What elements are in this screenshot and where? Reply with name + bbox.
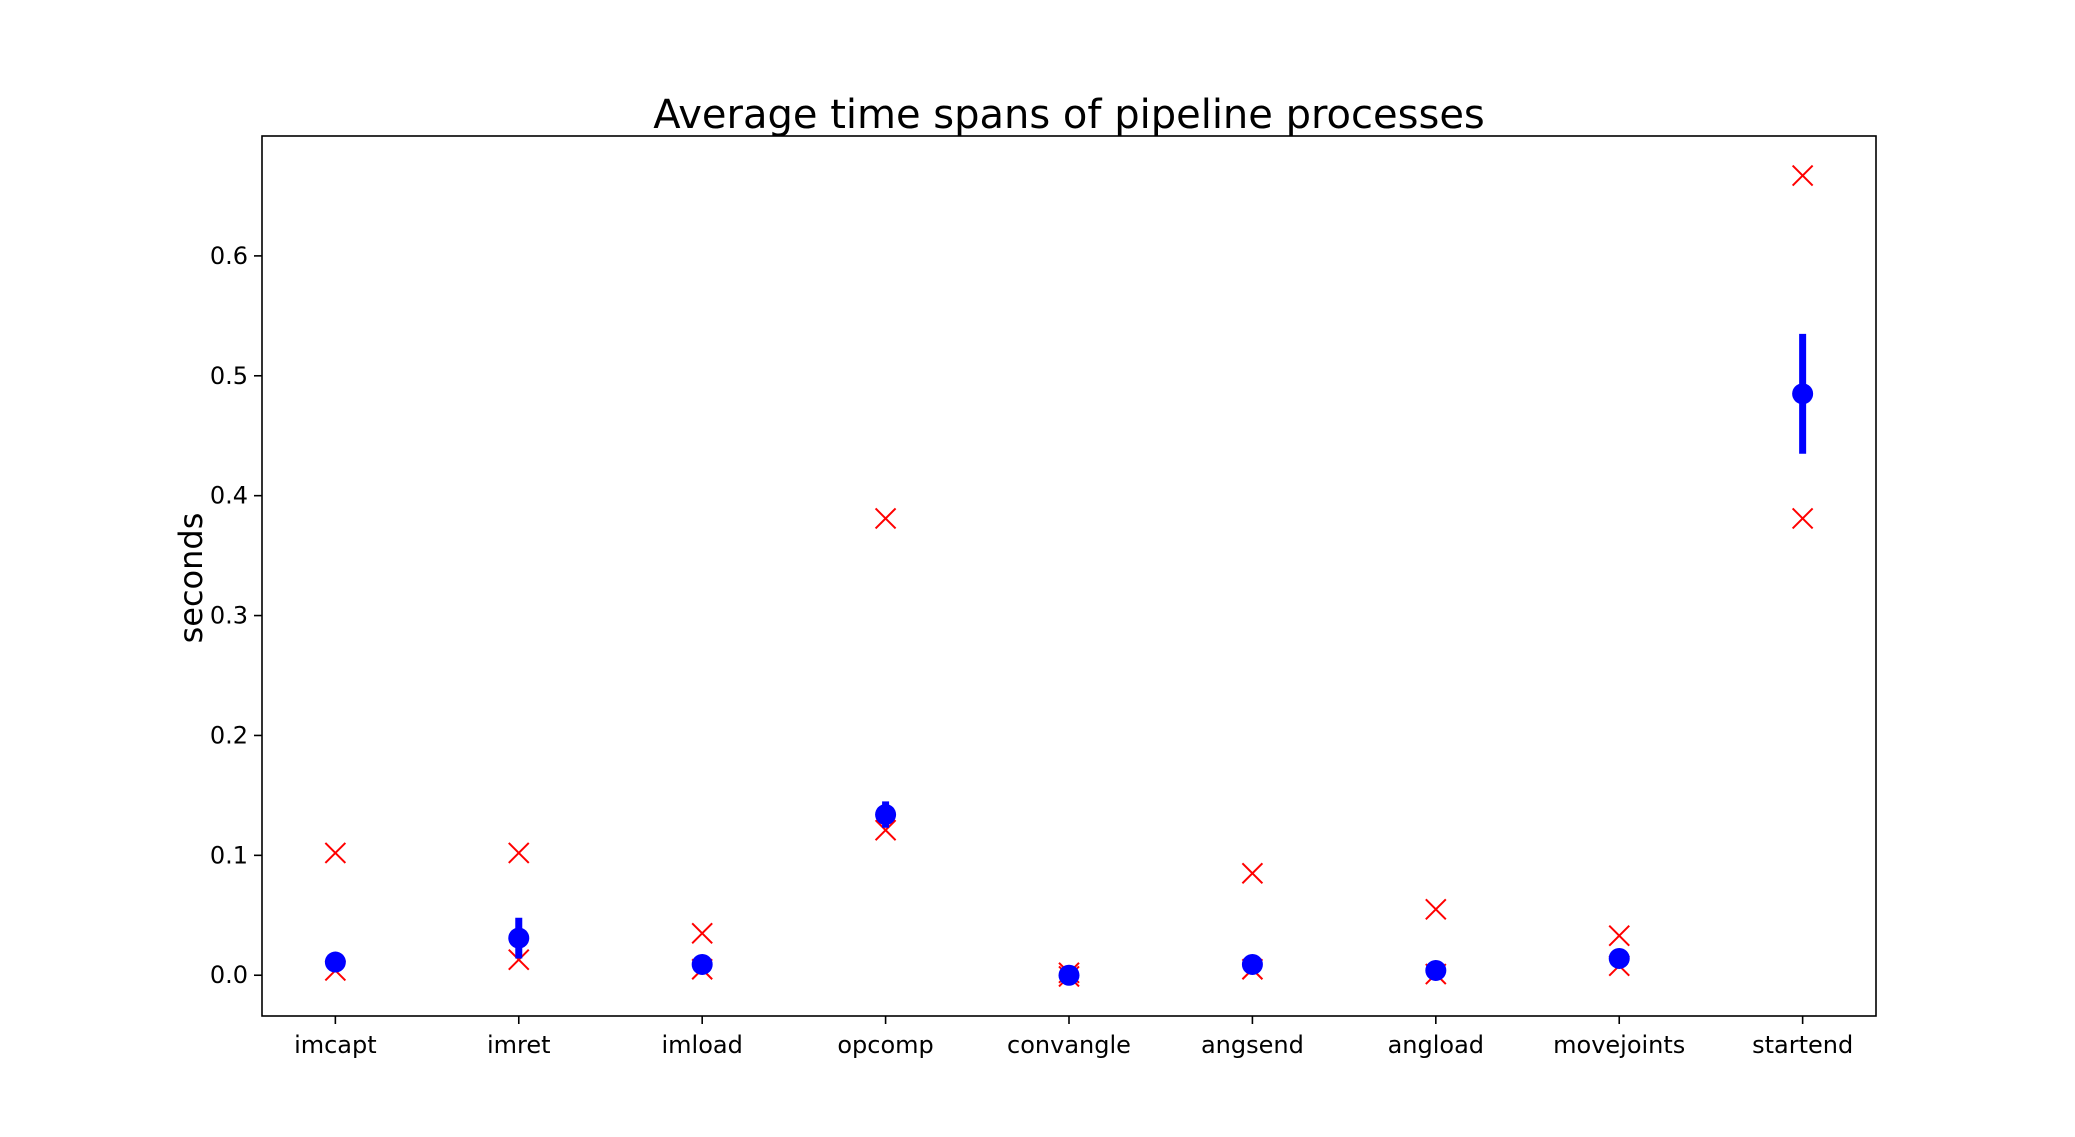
x-tick-label: startend [1752,1031,1853,1059]
mean-point [691,953,713,975]
x-marker [1791,164,1814,187]
y-tick-label: 0.6 [210,242,248,270]
x-tick-label: opcomp [837,1031,933,1059]
mean-point [1608,947,1630,969]
x-tick-label: angsend [1201,1031,1304,1059]
x-marker [1241,862,1264,885]
y-tick-label: 0.3 [210,602,248,630]
y-tick-label: 0.2 [210,721,248,749]
y-tick-label: 0.4 [210,482,248,510]
x-tick-label: imcapt [294,1031,377,1059]
x-marker [1425,898,1447,921]
x-tick-label: movejoints [1553,1031,1685,1059]
x-marker [508,842,530,864]
x-marker [508,948,530,971]
x-marker [874,507,897,530]
mean-point [1241,953,1263,975]
mean-point [1425,959,1447,981]
y-tick-label: 0.1 [210,841,248,869]
axes-frame [261,135,1877,1017]
chart-title: Average time spans of pipeline processes [653,92,1485,138]
y-tick-label: 0.5 [210,362,248,390]
x-tick-label: angload [1388,1031,1484,1059]
y-axis-label: seconds [172,513,210,644]
x-marker [691,922,713,944]
mean-point [324,951,346,973]
mean-point [875,804,897,826]
x-marker [1791,507,1814,530]
x-marker [324,842,347,864]
mean-point [508,927,530,949]
x-marker [1608,924,1630,947]
x-tick-label: convangle [1007,1031,1131,1059]
mean-point [1792,383,1814,405]
x-tick-label: imload [662,1031,743,1059]
x-marker [874,819,897,841]
y-tick-label: 0.0 [210,961,248,989]
x-tick-label: imret [487,1031,551,1059]
plot-area: 0.0 0.1 0.2 0.3 0.4 0.5 0.6 imcapt imret imload op… [210,164,1853,1059]
mean-point [1058,964,1080,986]
